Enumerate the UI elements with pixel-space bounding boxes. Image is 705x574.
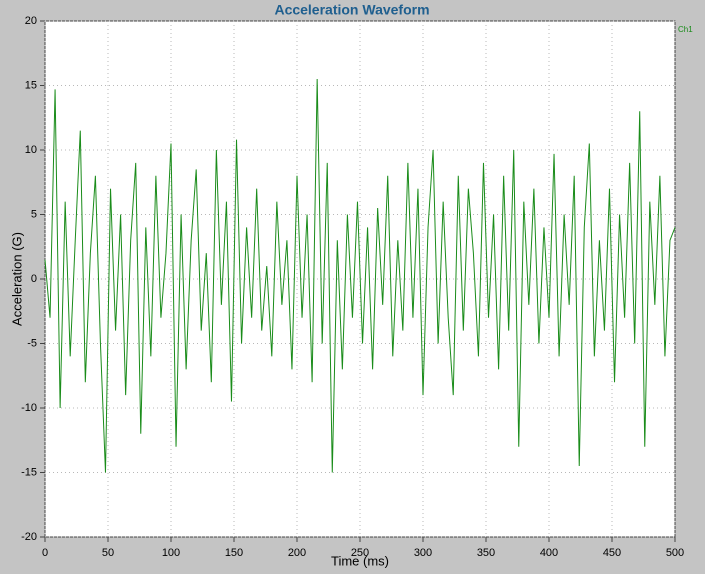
x-tick-label: 0 [42,547,48,559]
legend-entry: Ch1 [678,25,693,34]
x-tick-label: 50 [102,547,114,559]
y-tick-label: -15 [21,466,37,478]
y-tick-label: -20 [21,531,37,543]
x-tick-label: 450 [603,547,621,559]
x-axis-label: Time (ms) [331,553,389,568]
x-tick-label: 100 [162,547,180,559]
data-line [44,79,676,473]
chart-title: Acceleration Waveform [274,2,429,18]
y-tick-label: 0 [31,273,37,285]
x-tick-label: 250 [351,547,369,559]
y-tick-label: -5 [27,337,37,349]
y-tick-label: 20 [25,15,37,27]
x-tick-label: 300 [414,547,432,559]
y-tick-label: 10 [25,144,37,156]
x-tick-label: 350 [477,547,495,559]
x-tick-label: 200 [288,547,306,559]
y-tick-label: 15 [25,79,37,91]
y-tick-label: -10 [21,402,37,414]
y-tick-label: 5 [31,208,37,220]
y-axis-label: Acceleration (G) [9,232,24,326]
x-tick-label: 500 [666,547,684,559]
x-tick-label: 400 [540,547,558,559]
x-tick-label: 150 [225,547,243,559]
